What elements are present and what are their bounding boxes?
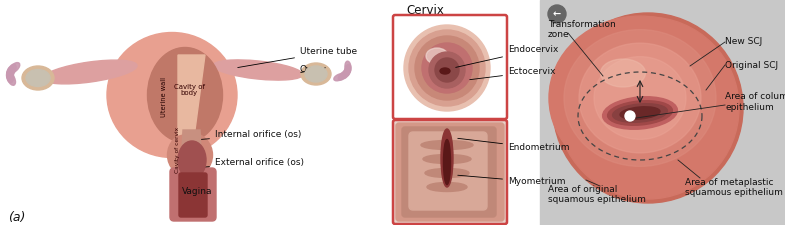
Circle shape xyxy=(404,25,490,111)
Ellipse shape xyxy=(7,73,16,85)
FancyBboxPatch shape xyxy=(179,173,207,217)
Text: New SCJ: New SCJ xyxy=(725,38,762,47)
Circle shape xyxy=(409,30,485,106)
Circle shape xyxy=(435,58,459,82)
Text: Area of metaplastic
squamous epithelium: Area of metaplastic squamous epithelium xyxy=(685,178,783,197)
Circle shape xyxy=(415,36,479,100)
Text: (a): (a) xyxy=(8,211,25,223)
Circle shape xyxy=(625,111,635,121)
Circle shape xyxy=(553,13,743,203)
Ellipse shape xyxy=(444,140,451,184)
Text: External orifice (os): External orifice (os) xyxy=(194,158,304,168)
Ellipse shape xyxy=(612,104,667,122)
Text: Vagina: Vagina xyxy=(182,187,213,196)
Text: ←: ← xyxy=(553,9,561,19)
Ellipse shape xyxy=(6,70,13,83)
Ellipse shape xyxy=(148,47,222,142)
Ellipse shape xyxy=(549,16,731,180)
Ellipse shape xyxy=(423,155,471,164)
Ellipse shape xyxy=(22,66,54,90)
Ellipse shape xyxy=(608,101,673,125)
Polygon shape xyxy=(178,55,205,135)
Ellipse shape xyxy=(594,57,686,140)
Ellipse shape xyxy=(178,141,206,179)
Ellipse shape xyxy=(426,48,448,64)
Ellipse shape xyxy=(338,71,348,80)
Circle shape xyxy=(557,17,739,199)
Ellipse shape xyxy=(107,32,237,157)
Ellipse shape xyxy=(305,66,327,82)
Text: Endocervix: Endocervix xyxy=(456,45,558,68)
Bar xyxy=(0,0,390,225)
Text: Cavity of cervix: Cavity of cervix xyxy=(176,127,181,173)
Text: Myometrium: Myometrium xyxy=(458,175,565,187)
Ellipse shape xyxy=(334,74,345,81)
FancyBboxPatch shape xyxy=(393,15,507,119)
Text: Uterine tube: Uterine tube xyxy=(238,47,357,68)
Text: Transformation
zone: Transformation zone xyxy=(548,20,615,39)
Ellipse shape xyxy=(9,63,20,73)
Text: Endometrium: Endometrium xyxy=(458,138,569,153)
FancyBboxPatch shape xyxy=(170,168,216,221)
Ellipse shape xyxy=(345,61,351,73)
Ellipse shape xyxy=(440,68,450,74)
Ellipse shape xyxy=(603,97,677,129)
Ellipse shape xyxy=(345,64,351,76)
Text: Original SCJ: Original SCJ xyxy=(725,61,778,70)
FancyBboxPatch shape xyxy=(396,123,504,221)
Text: Uterine wall: Uterine wall xyxy=(161,77,167,117)
Text: Ectocervix: Ectocervix xyxy=(469,68,556,80)
Text: Area of columnar
epithelium: Area of columnar epithelium xyxy=(725,92,785,112)
Ellipse shape xyxy=(6,67,14,79)
Ellipse shape xyxy=(421,140,473,149)
Ellipse shape xyxy=(601,59,645,87)
FancyBboxPatch shape xyxy=(402,127,496,217)
Text: (b): (b) xyxy=(549,205,567,218)
Circle shape xyxy=(422,43,472,93)
FancyBboxPatch shape xyxy=(393,120,507,224)
Ellipse shape xyxy=(425,169,469,178)
Ellipse shape xyxy=(342,68,350,79)
Ellipse shape xyxy=(620,107,660,119)
Ellipse shape xyxy=(301,63,331,85)
Text: Cervix: Cervix xyxy=(406,4,444,18)
Ellipse shape xyxy=(427,182,467,191)
Ellipse shape xyxy=(7,64,16,76)
Polygon shape xyxy=(181,130,202,170)
Ellipse shape xyxy=(214,60,303,80)
Ellipse shape xyxy=(167,133,213,178)
Bar xyxy=(540,0,785,225)
Ellipse shape xyxy=(579,43,701,153)
Ellipse shape xyxy=(571,56,714,170)
Ellipse shape xyxy=(43,60,137,84)
Text: Internal orifice (os): Internal orifice (os) xyxy=(195,130,301,140)
Ellipse shape xyxy=(441,129,453,187)
Circle shape xyxy=(429,52,465,88)
Ellipse shape xyxy=(564,30,716,166)
FancyBboxPatch shape xyxy=(409,132,487,210)
Ellipse shape xyxy=(26,70,50,86)
Circle shape xyxy=(548,5,566,23)
Text: Area of original
squamous epithelium: Area of original squamous epithelium xyxy=(548,185,646,204)
Text: Cavity of
body: Cavity of body xyxy=(173,83,205,97)
Text: Ovary: Ovary xyxy=(300,65,327,74)
